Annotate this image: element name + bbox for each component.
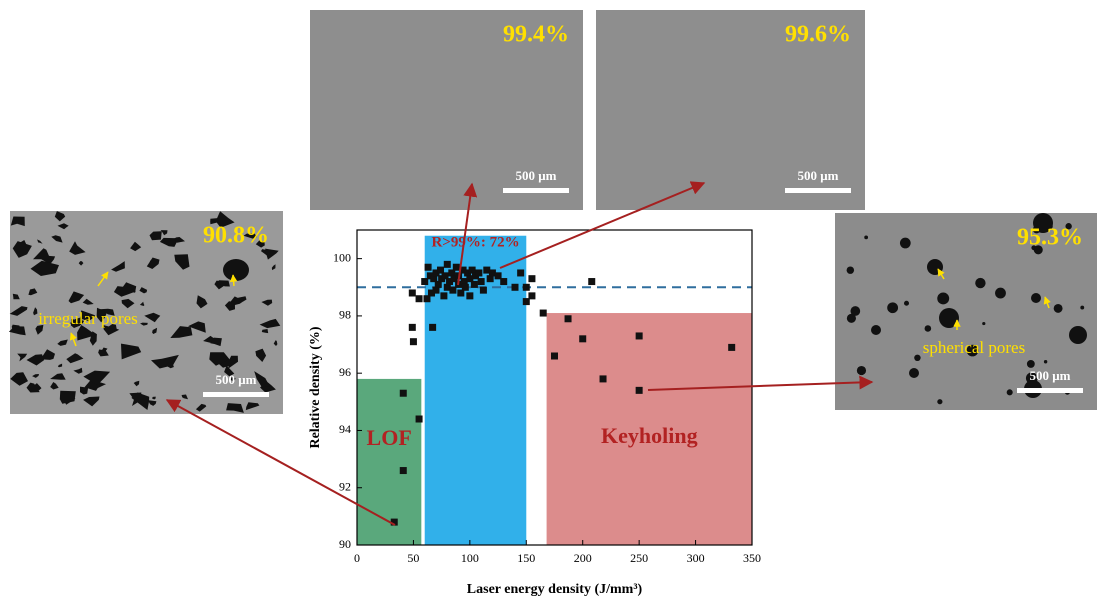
pore-arrow — [233, 275, 234, 286]
pore — [982, 322, 985, 325]
point — [512, 284, 519, 291]
y-tick-label: 98 — [339, 308, 351, 322]
pore — [975, 278, 985, 288]
pore — [887, 302, 898, 313]
density-label: 90.8% — [203, 223, 269, 249]
point — [453, 264, 460, 271]
x-axis-label: Laser energy density (J/mm³) — [467, 582, 643, 597]
point — [728, 344, 735, 351]
figure: 90.8% 500 μm 99.4% 500 μm 99.6% 500 μm 95.3% 50… — [0, 0, 1102, 602]
y-tick-label: 94 — [339, 422, 351, 436]
x-tick-label: 0 — [354, 551, 360, 565]
pore — [1031, 293, 1041, 303]
point — [528, 292, 535, 299]
pore — [864, 236, 868, 240]
y-tick-label: 100 — [333, 250, 351, 264]
pore — [1054, 304, 1063, 313]
point — [444, 261, 451, 268]
point — [579, 335, 586, 342]
density-label: 99.4% — [503, 22, 569, 48]
pore — [1044, 360, 1047, 363]
y-tick-label: 90 — [339, 537, 351, 551]
point — [400, 467, 407, 474]
density-label: 95.3% — [1017, 225, 1083, 251]
point — [425, 264, 432, 271]
point — [565, 315, 572, 322]
density-label: 99.6% — [785, 22, 851, 48]
pore — [1080, 306, 1084, 310]
point — [475, 269, 482, 276]
scale-bar — [503, 188, 569, 193]
pore — [914, 355, 920, 361]
scale-label: 500 μm — [1030, 368, 1071, 383]
region-label: LOF — [367, 425, 412, 450]
x-tick-label: 50 — [407, 551, 419, 565]
pore — [937, 292, 949, 304]
x-tick-label: 100 — [461, 551, 479, 565]
scale-bar — [785, 188, 851, 193]
pore — [939, 308, 959, 328]
micrograph: 95.3% 500 μm — [835, 213, 1097, 410]
y-tick-label: 96 — [339, 365, 351, 379]
pore — [937, 399, 942, 404]
x-tick-label: 350 — [743, 551, 761, 565]
pore — [900, 238, 911, 249]
point — [600, 375, 607, 382]
x-tick-label: 200 — [574, 551, 592, 565]
pore-note: irregular pores — [38, 309, 138, 328]
y-tick-label: 92 — [339, 479, 351, 493]
point — [400, 390, 407, 397]
point — [409, 290, 416, 297]
pore — [847, 266, 854, 273]
pore — [871, 325, 881, 335]
pore-note: spherical pores — [923, 338, 1025, 357]
point — [416, 295, 423, 302]
point — [440, 292, 447, 299]
pore — [1069, 326, 1087, 344]
region-label: Keyholing — [601, 423, 698, 448]
point — [517, 269, 524, 276]
point — [466, 292, 473, 299]
point — [478, 278, 485, 285]
pore — [857, 366, 866, 375]
point — [540, 310, 547, 317]
y-axis-label: Relative density (%) — [308, 326, 323, 448]
chart: LOF R>99%: 72% Keyholing 0 50 100 150 200 250 300… — [308, 230, 761, 597]
point — [588, 278, 595, 285]
point — [528, 275, 535, 282]
micrograph: 99.6% 500 μm — [596, 10, 865, 210]
x-tick-label: 300 — [687, 551, 705, 565]
pore — [909, 368, 919, 378]
pore — [1027, 360, 1035, 368]
scale-bar — [1017, 388, 1083, 393]
point — [429, 324, 436, 331]
scale-label: 500 μm — [798, 168, 839, 183]
pore — [850, 306, 860, 316]
point — [636, 332, 643, 339]
point — [500, 278, 507, 285]
point — [480, 287, 487, 294]
point — [551, 353, 558, 360]
x-tick-label: 150 — [517, 551, 535, 565]
scale-label: 500 μm — [516, 168, 557, 183]
pore — [223, 259, 249, 281]
region — [357, 379, 421, 545]
point — [523, 284, 530, 291]
pore — [995, 288, 1006, 299]
pore — [1007, 389, 1013, 395]
point — [409, 324, 416, 331]
pore — [904, 301, 909, 306]
point — [416, 416, 423, 423]
region-label: R>99%: 72% — [431, 234, 519, 250]
point — [471, 281, 478, 288]
point — [410, 338, 417, 345]
scale-label: 500 μm — [216, 372, 257, 387]
scale-bar — [203, 392, 269, 397]
micrograph: 99.4% 500 μm — [310, 10, 583, 210]
point — [636, 387, 643, 394]
pore — [925, 325, 932, 332]
point — [462, 284, 469, 291]
x-tick-label: 250 — [630, 551, 648, 565]
